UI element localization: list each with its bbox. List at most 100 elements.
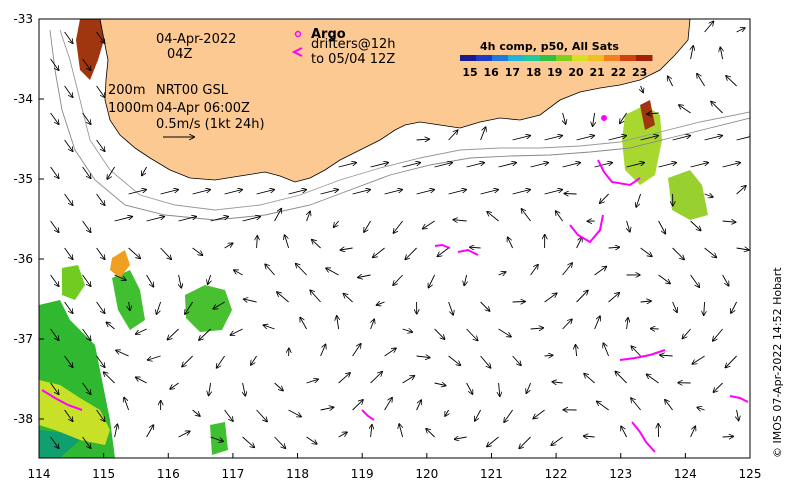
current-vector [146,217,165,222]
current-vector [429,274,436,288]
drifter-track-2 [457,248,479,256]
current-vector [192,247,203,255]
sst-patch-central [185,285,232,332]
current-vector [178,217,197,222]
current-vector [530,163,549,168]
current-vector [658,163,677,168]
current-vector [64,301,73,313]
current-vector [530,328,544,329]
current-vector [148,355,161,360]
current-vector [50,436,59,448]
current-vector [552,382,563,383]
y-tick-label: -35 [13,172,33,186]
current-vector [64,247,73,259]
colorbar-segment [620,55,637,61]
current-vector [82,220,91,232]
current-vector [50,328,59,340]
current-vector [551,436,563,445]
current-vector [64,193,73,205]
current-vector [142,166,147,175]
colorbar-tick-label: 16 [484,66,500,79]
current-vector [665,400,673,411]
current-vector [82,58,91,70]
current-vector [487,436,499,447]
current-vector [736,186,746,195]
current-vector [192,409,200,416]
current-vector [146,425,154,438]
current-vector [64,139,73,151]
drifter-track-4 [597,159,641,187]
colorbar-tick-label: 21 [590,66,605,79]
current-vector [576,345,577,357]
current-vector [104,372,115,384]
current-vector [692,355,705,364]
current-vector [526,382,532,393]
y-tick-label: -34 [13,92,33,106]
current-vector [480,301,490,311]
current-vector [621,426,627,438]
product-name: NRT00 GSL [156,83,229,98]
current-vector [722,274,729,286]
current-vector [115,424,118,438]
current-vector [244,299,257,302]
sst-patch-southwest-warm [39,380,110,445]
colorbar-title: 4h comp, p50, All Sats [480,40,619,53]
y-tick-label: -36 [13,252,33,266]
drifter-tracks [41,115,749,453]
current-vector [209,382,211,395]
current-vector [384,398,392,411]
current-vector [563,112,566,124]
current-vector [434,163,453,168]
isobath-200m [59,29,750,211]
current-vector [556,211,563,222]
current-vector [320,345,326,357]
current-vector [533,409,545,419]
product-time: 04-Apr 06:00Z [156,101,250,116]
current-vector [726,76,737,87]
current-vector [157,301,162,314]
current-vector [448,130,458,141]
map-date: 04-Apr-2022 [156,32,236,47]
current-vector [608,136,627,141]
depth-label-1000m: 1000m [108,101,154,116]
current-vector [726,355,737,368]
current-vector [199,328,211,340]
current-vector [647,113,659,114]
current-vector [576,291,588,303]
colorbar-segment [524,55,541,61]
map-time: 04Z [167,47,193,62]
colorbar-tick-label: 19 [547,66,562,79]
current-vector [594,267,607,276]
current-vector [434,383,446,386]
current-vector [544,355,553,356]
current-vector [722,221,736,222]
current-vector [96,247,105,259]
current-vector [597,401,609,411]
current-vector [720,47,722,60]
current-vector [562,319,572,330]
current-vector [508,237,514,249]
current-vector [274,436,286,448]
current-vector [672,301,677,312]
current-vector [50,220,59,232]
sst-patch-west-orange [110,250,130,278]
current-vector [338,373,350,384]
current-vector [448,355,461,365]
current-vector [370,163,389,168]
current-vector [658,220,666,234]
current-vector [96,85,105,97]
current-vector [371,425,372,438]
current-vector [393,274,403,285]
colorbar-segment [588,55,605,61]
current-vector [426,429,435,438]
current-vector [251,355,257,365]
current-vector [341,248,353,250]
current-vector [498,163,516,168]
current-vector [373,247,385,257]
drifters-label: drifters@12h [311,37,396,52]
sst-patch-west-1 [62,265,85,300]
scale-label: 0.5m/s (1kt 24h) [156,117,265,132]
current-vector [658,274,670,284]
x-tick-label: 119 [351,467,374,481]
current-vector [626,163,645,168]
